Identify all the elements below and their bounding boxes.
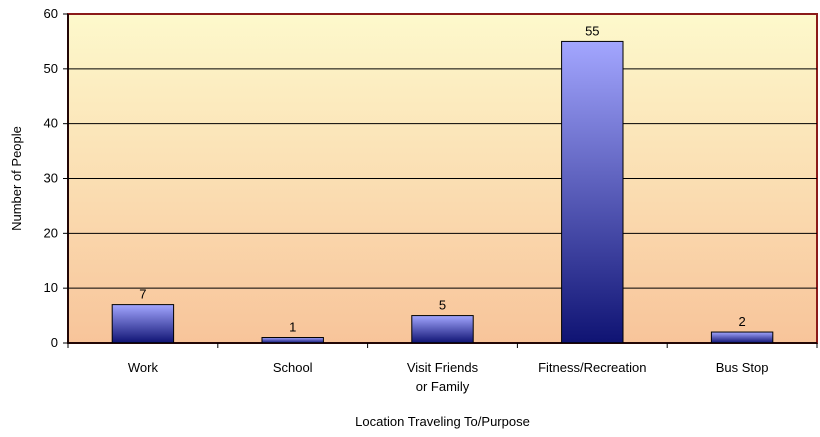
y-axis-ticks: 0 10 20 30 40 50 60 [44,6,68,350]
bar [261,337,324,344]
data-label: 55 [585,23,599,38]
y-tick-label: 0 [51,335,58,350]
data-label: 7 [139,287,146,302]
x-tick-label: Work [128,360,159,375]
y-tick-label: 30 [44,171,58,186]
bar [561,40,624,344]
x-axis-ticks: Work School Visit Friends or Family Fitness/… [67,343,818,394]
bar [710,331,774,344]
bar [411,315,474,344]
data-label: 2 [738,314,745,329]
x-tick-label: School [273,360,313,375]
y-tick-label: 40 [44,116,58,131]
x-tick-label: Visit Friends [407,360,479,375]
y-axis-label: Number of People [9,126,24,231]
bar [111,304,175,344]
y-tick-label: 20 [44,225,58,240]
x-tick-label: Fitness/Recreation [538,360,646,375]
x-tick-label: Bus Stop [716,360,769,375]
data-label: 1 [289,320,296,335]
x-axis-label: Location Traveling To/Purpose [355,414,530,429]
x-tick-label: or Family [416,379,470,394]
y-tick-label: 10 [44,280,58,295]
data-label: 5 [439,298,446,313]
gridlines [68,68,817,289]
y-tick-label: 60 [44,6,58,21]
bars [111,40,774,344]
y-tick-label: 50 [44,61,58,76]
